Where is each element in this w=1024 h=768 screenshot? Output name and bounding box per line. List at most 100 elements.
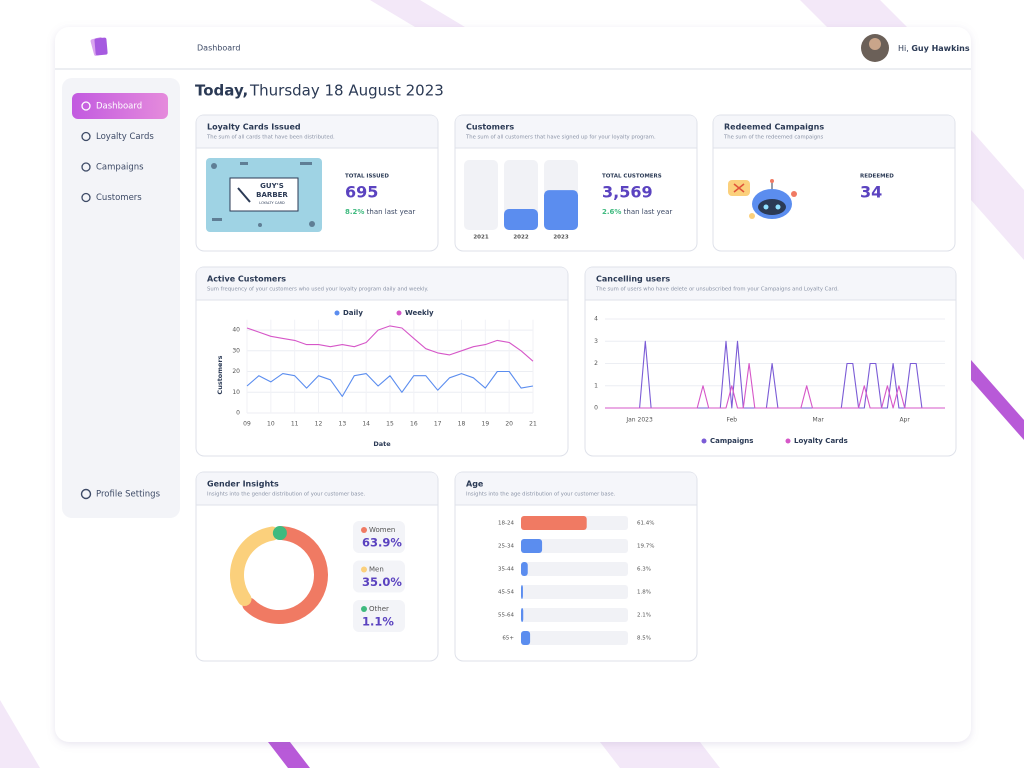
value-label: 8.5% — [637, 636, 651, 642]
legend-dot — [361, 566, 367, 573]
legend-dot — [396, 310, 402, 316]
card-title: Age — [466, 480, 484, 489]
x-tick-label: 16 — [410, 421, 418, 428]
nav-icon — [81, 101, 91, 111]
legend-dot — [361, 527, 367, 533]
legend-dot — [334, 310, 340, 316]
change-text: than last year — [367, 208, 416, 216]
today-label: Today, — [195, 82, 248, 100]
stat-value: 3,569 — [602, 183, 653, 202]
bar-track — [521, 608, 628, 622]
donut-segment — [230, 526, 280, 606]
card-text: BARBER — [256, 191, 288, 199]
bar-label: 2023 — [553, 235, 568, 241]
legend-label: Daily — [343, 309, 363, 317]
bar-label: 2021 — [473, 235, 488, 241]
legend-value: 1.1% — [362, 615, 394, 629]
nav-icon — [81, 192, 91, 203]
legend-label: Loyalty Cards — [794, 437, 848, 445]
nav-item[interactable]: Campaigns — [96, 163, 144, 173]
line — [246, 325, 534, 362]
x-tick-label: 20 — [505, 421, 513, 428]
line — [246, 370, 534, 397]
card-header — [455, 115, 697, 148]
bar-track — [521, 562, 628, 576]
legend-value: 63.9% — [362, 536, 402, 550]
nav-item[interactable]: Dashboard — [96, 102, 142, 112]
x-tick-label: 19 — [482, 421, 490, 428]
logo — [90, 37, 108, 56]
stat-change: 2.6% than last year — [602, 208, 672, 216]
bar — [521, 516, 587, 530]
y-tick-label: 2 — [594, 360, 598, 367]
x-tick-label: 17 — [434, 421, 442, 428]
age-label: 25-34 — [498, 544, 514, 550]
bar — [521, 631, 531, 645]
age-label: 45-54 — [498, 590, 514, 596]
change-value: 8.2% — [345, 208, 364, 216]
x-tick-label: 10 — [267, 421, 275, 428]
stat-label: REDEEMED — [860, 174, 894, 180]
x-tick-label: 14 — [362, 421, 370, 428]
card-title: Customers — [466, 123, 514, 132]
bar-track — [464, 160, 498, 230]
card-header — [455, 472, 697, 505]
legend-value: 35.0% — [362, 575, 402, 589]
value-label: 6.3% — [637, 567, 651, 573]
stripe — [268, 742, 310, 768]
nav-icon — [81, 131, 91, 142]
y-tick-label: 4 — [594, 316, 598, 323]
y-tick-label: 40 — [232, 327, 240, 334]
nav-settings[interactable]: Profile Settings — [96, 490, 161, 500]
age-label: 18-24 — [498, 521, 514, 527]
card-header — [196, 267, 568, 300]
sidebar — [62, 78, 180, 518]
y-tick-label: 20 — [232, 368, 240, 375]
y-tick-label: 30 — [232, 347, 240, 354]
x-tick-label: Feb — [726, 417, 737, 424]
x-tick-label: 21 — [529, 421, 537, 428]
page-title: Dashboard — [197, 44, 240, 53]
x-tick-label: 09 — [243, 421, 251, 428]
line — [605, 362, 945, 409]
settings-icon — [80, 488, 92, 500]
bar — [504, 209, 538, 230]
y-tick-label: 3 — [594, 338, 598, 345]
robot-illustration — [728, 179, 797, 219]
card — [195, 266, 569, 457]
nav-active[interactable] — [72, 93, 168, 119]
y-tick-label: 1 — [594, 382, 598, 389]
card-title: Loyalty Cards Issued — [207, 123, 301, 132]
x-tick-label: Apr — [899, 417, 910, 424]
card-header — [713, 115, 955, 148]
card-subtitle: Insights into the gender distribution of… — [207, 492, 366, 498]
age-label: 65+ — [502, 636, 514, 642]
card-header — [196, 472, 438, 505]
card-subtitle: Insights into the age distribution of yo… — [466, 492, 616, 498]
nav-item[interactable]: Customers — [96, 193, 142, 203]
value-label: 61.4% — [637, 521, 654, 527]
x-tick-label: 12 — [315, 421, 323, 428]
card-title: Cancelling users — [596, 275, 670, 284]
card-subtitle: The sum of users who have delete or unsu… — [595, 287, 839, 293]
greeting-word: Hi, — [898, 44, 909, 53]
y-axis-label: Customers — [216, 355, 224, 394]
age-label: 35-44 — [498, 567, 514, 573]
stat-value: 34 — [860, 183, 882, 202]
x-axis-label: Date — [373, 440, 391, 448]
card-header — [196, 115, 438, 148]
x-tick-label: 18 — [458, 421, 466, 428]
bar-track — [521, 631, 628, 645]
card-subtitle: Sum frequency of your customers who used… — [207, 287, 429, 293]
card-title: Redeemed Campaigns — [724, 123, 824, 132]
nav-item[interactable]: Loyalty Cards — [96, 132, 154, 142]
card-text: GUY'S — [260, 182, 284, 190]
change-text: than last year — [624, 208, 673, 216]
bar-track — [521, 539, 628, 553]
x-tick-label: 11 — [291, 421, 299, 428]
card-title: Active Customers — [207, 275, 286, 284]
y-tick-label: 0 — [236, 410, 240, 417]
legend-dot — [785, 438, 791, 444]
x-tick-label: 15 — [386, 421, 394, 428]
